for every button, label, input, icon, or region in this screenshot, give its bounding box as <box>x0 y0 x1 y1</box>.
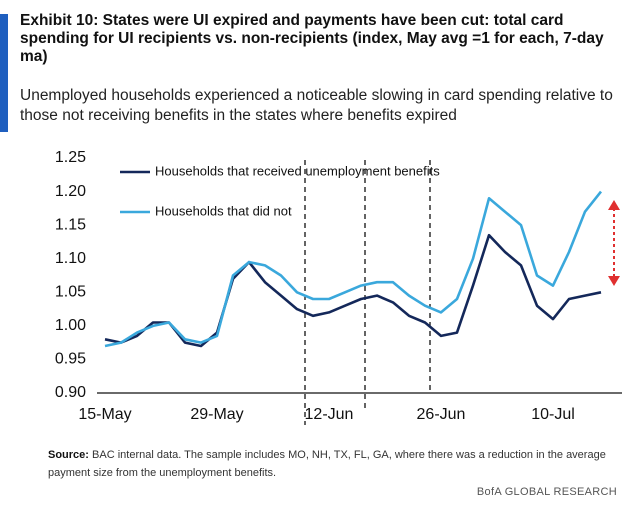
gap-arrow <box>608 200 620 286</box>
accent-bar <box>0 14 8 132</box>
legend-label: Households that received unemployment be… <box>155 163 440 178</box>
x-tick-label: 10-Jul <box>531 406 575 423</box>
source-note: Source: BAC internal data. The sample in… <box>48 446 628 482</box>
chart-title: Exhibit 10: States were UI expired and p… <box>20 12 604 65</box>
y-tick-label: 1.25 <box>55 149 86 166</box>
source-text: BAC internal data. The sample includes M… <box>48 449 606 479</box>
legend-label: Households that did not <box>155 203 292 218</box>
arrow-head <box>608 200 620 210</box>
x-tick-label: 26-Jun <box>417 406 466 423</box>
annotations <box>304 160 431 425</box>
y-tick-label: 0.90 <box>55 384 86 401</box>
series-line <box>104 190 603 348</box>
series-line <box>104 233 602 348</box>
footer: BofA GLOBAL RESEARCH <box>476 486 617 498</box>
x-tick-label: 12-Jun <box>305 406 354 423</box>
x-tick-label: 29-May <box>190 406 243 423</box>
chart: 0.90 0.95 1.00 1.05 1.10 1.15 1.20 1.25 15-May 29… <box>55 149 622 425</box>
source-label: Source: <box>48 449 89 461</box>
y-tick-label: 0.95 <box>55 351 86 368</box>
y-tick-label: 1.20 <box>55 183 86 200</box>
chart-subtitle: Unemployed households experienced a noti… <box>20 87 613 124</box>
x-tick-label: 15-May <box>78 406 131 423</box>
y-tick-label: 1.10 <box>55 250 86 267</box>
y-tick-label: 1.15 <box>55 216 86 233</box>
y-tick-label: 1.00 <box>55 317 86 334</box>
y-tick-label: 1.05 <box>55 284 86 301</box>
arrow-head <box>608 276 620 286</box>
